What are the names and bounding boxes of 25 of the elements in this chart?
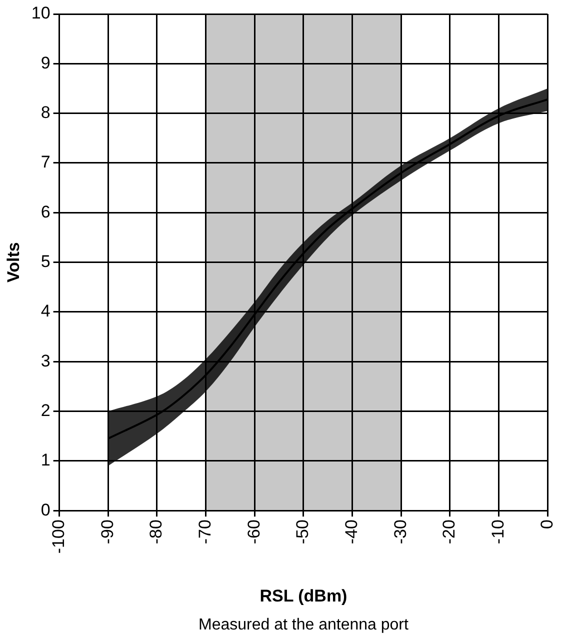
y-tick-label: 8	[40, 103, 50, 122]
y-tick-label: 1	[40, 450, 50, 470]
y-tick-label: 2	[40, 400, 50, 420]
text: Measured at the antenna port	[198, 616, 409, 634]
x-tick-label: -40	[342, 520, 361, 544]
x-tick-label: -80	[146, 520, 166, 544]
y-tick-label: 10	[31, 4, 50, 23]
y-tick-label: 7	[40, 152, 50, 172]
x-tick-label: -100	[48, 520, 68, 554]
y-tick-label: 3	[40, 351, 50, 370]
x-tick-label: -50	[293, 520, 312, 544]
x-tick-label: -30	[390, 520, 410, 544]
x-tick-label: 0	[537, 520, 556, 530]
y-tick-label: 9	[40, 53, 50, 72]
x-tick-label: -10	[488, 520, 508, 544]
y-tick-label: 5	[40, 252, 50, 271]
y-tick-label: 0	[40, 500, 50, 520]
x-tick-label: -60	[244, 520, 264, 544]
x-tick-label: -70	[195, 520, 214, 544]
y-tick-label: 4	[40, 302, 50, 321]
y-axis-title: Volts	[4, 242, 23, 282]
y-tick-label: 6	[40, 202, 50, 222]
x-tick-label: -20	[440, 520, 459, 544]
x-axis-title: RSL (dBm)	[260, 586, 348, 606]
x-tick-label: -90	[98, 520, 117, 544]
